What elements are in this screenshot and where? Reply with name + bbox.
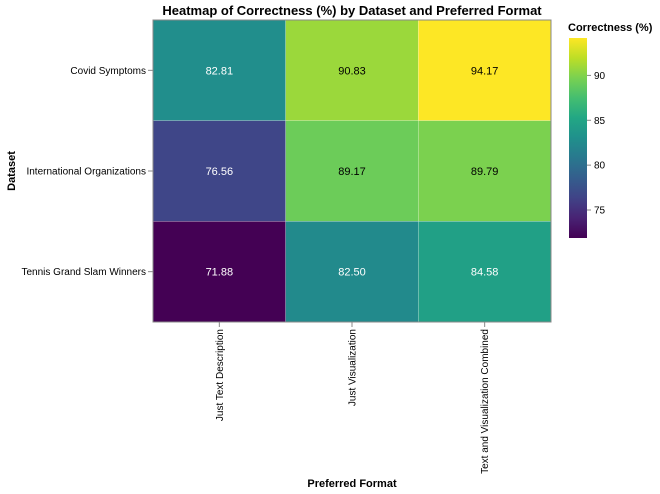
heatmap-cell-labels: 82.81 90.83 94.17 76.56 89.17 89.79 71.88 82.50… xyxy=(206,65,499,278)
legend-title: Correctness (%) xyxy=(568,22,653,34)
x-axis-title: Preferred Format xyxy=(307,478,397,490)
heatmap-cell xyxy=(285,221,419,323)
x-tick-label: Text and Visualization Combined xyxy=(480,329,491,474)
cell-value-label: 90.83 xyxy=(338,65,366,77)
legend-color-bar xyxy=(569,38,587,238)
legend-tick-label: 75 xyxy=(594,206,606,217)
heatmap-cell xyxy=(152,221,286,323)
chart-title: Heatmap of Correctness (%) by Dataset an… xyxy=(162,3,542,18)
cell-value-label: 76.56 xyxy=(206,166,234,178)
cell-value-label: 82.81 xyxy=(206,65,234,77)
x-tick-label: Just Text Description xyxy=(215,329,226,421)
cell-value-label: 71.88 xyxy=(206,267,234,279)
y-axis-title: Dataset xyxy=(6,151,18,191)
y-tick-label: Covid Symptoms xyxy=(70,66,146,77)
legend-tick-label: 85 xyxy=(594,116,606,127)
legend-tick-label: 80 xyxy=(594,161,606,172)
y-axis: Covid Symptoms International Organization… xyxy=(22,66,153,278)
cell-value-label: 82.50 xyxy=(338,267,366,279)
y-tick-label: International Organizations xyxy=(26,167,146,178)
legend-tick-label: 90 xyxy=(594,71,606,82)
heatmap-cells xyxy=(152,19,552,323)
cell-value-label: 94.17 xyxy=(471,65,499,77)
heatmap-cell xyxy=(152,120,286,222)
x-tick-label: Just Visualization xyxy=(348,329,359,406)
cell-value-label: 84.58 xyxy=(471,267,499,279)
cell-value-label: 89.79 xyxy=(471,166,499,178)
heatmap-cell xyxy=(152,19,286,121)
cell-value-label: 89.17 xyxy=(338,166,366,178)
y-tick-label: Tennis Grand Slam Winners xyxy=(22,267,147,278)
heatmap-cell xyxy=(285,19,419,121)
x-axis: Just Text Description Just Visualization T… xyxy=(215,322,491,474)
heatmap-cell xyxy=(418,120,552,222)
heatmap-cell xyxy=(285,120,419,222)
legend-ticks: 75 80 85 90 xyxy=(587,71,606,217)
color-legend: Correctness (%) 75 80 85 90 xyxy=(568,22,653,238)
